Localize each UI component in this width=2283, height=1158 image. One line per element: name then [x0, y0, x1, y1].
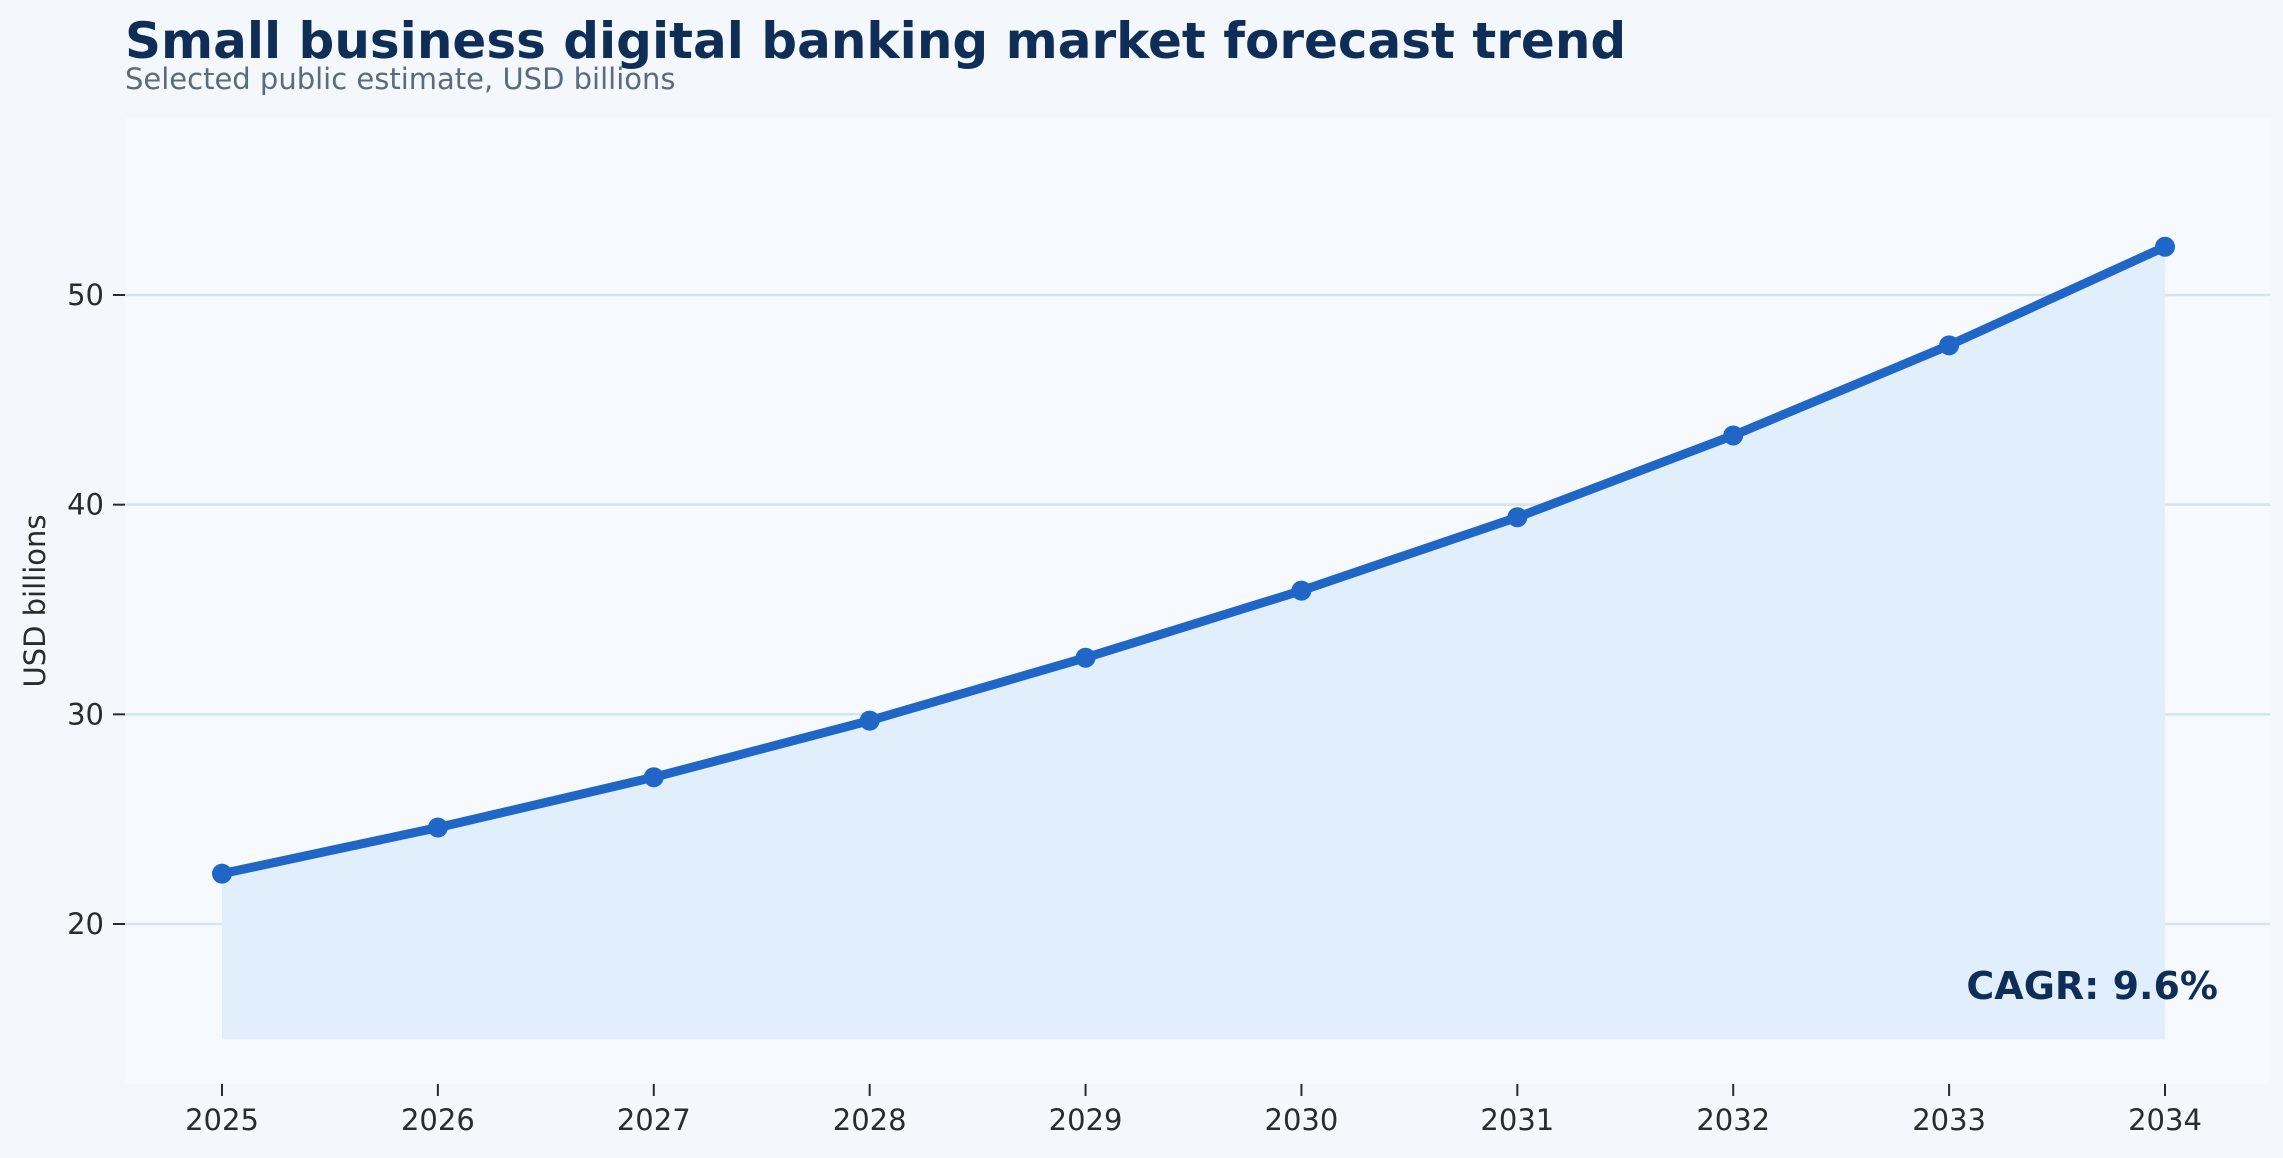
- x-tick-label: 2030: [1265, 1103, 1339, 1137]
- x-axis: 2025 2026 2027 2028 2029 2030 2031 2032 2033 2034: [185, 1084, 2202, 1137]
- y-tick-label: 50: [67, 278, 104, 312]
- x-tick-label: 2026: [401, 1103, 475, 1137]
- cagr-annotation: CAGR: 9.6%: [1966, 964, 2218, 1008]
- x-tick-label: 2028: [833, 1103, 907, 1137]
- data-point: [2155, 236, 2175, 257]
- x-tick-label: 2025: [185, 1103, 259, 1137]
- data-point: [859, 710, 880, 731]
- data-point: [1723, 425, 1744, 446]
- x-tick-label: 2032: [1696, 1103, 1770, 1137]
- data-point: [427, 817, 448, 838]
- x-tick-label: 2034: [2128, 1103, 2202, 1137]
- data-point: [643, 767, 664, 788]
- chart-subtitle: Selected public estimate, USD billions: [125, 62, 676, 96]
- series-polyline: [217, 242, 2170, 879]
- x-tick-label: 2027: [617, 1103, 691, 1137]
- y-tick-label: 30: [67, 697, 104, 731]
- x-tick-label: 2033: [1912, 1103, 1986, 1137]
- x-tick-label: 2031: [1480, 1103, 1554, 1137]
- data-point: [1075, 647, 1096, 668]
- chart-title: Small business digital banking market fo…: [125, 12, 1627, 70]
- data-point: [1291, 580, 1312, 601]
- area-fill: [222, 246, 2165, 1040]
- data-point: [212, 863, 232, 884]
- data-point: [1507, 507, 1528, 528]
- data-point: [1939, 335, 1960, 356]
- y-axis: 20 30 40 50: [67, 278, 125, 941]
- area-fill-shape: [222, 246, 2165, 1040]
- y-tick-label: 20: [67, 907, 104, 941]
- data-points: [212, 236, 2175, 884]
- y-axis-label: USD billions: [18, 514, 52, 687]
- x-tick-label: 2029: [1049, 1103, 1123, 1137]
- series-line: [217, 242, 2170, 879]
- y-tick-label: 40: [67, 488, 104, 522]
